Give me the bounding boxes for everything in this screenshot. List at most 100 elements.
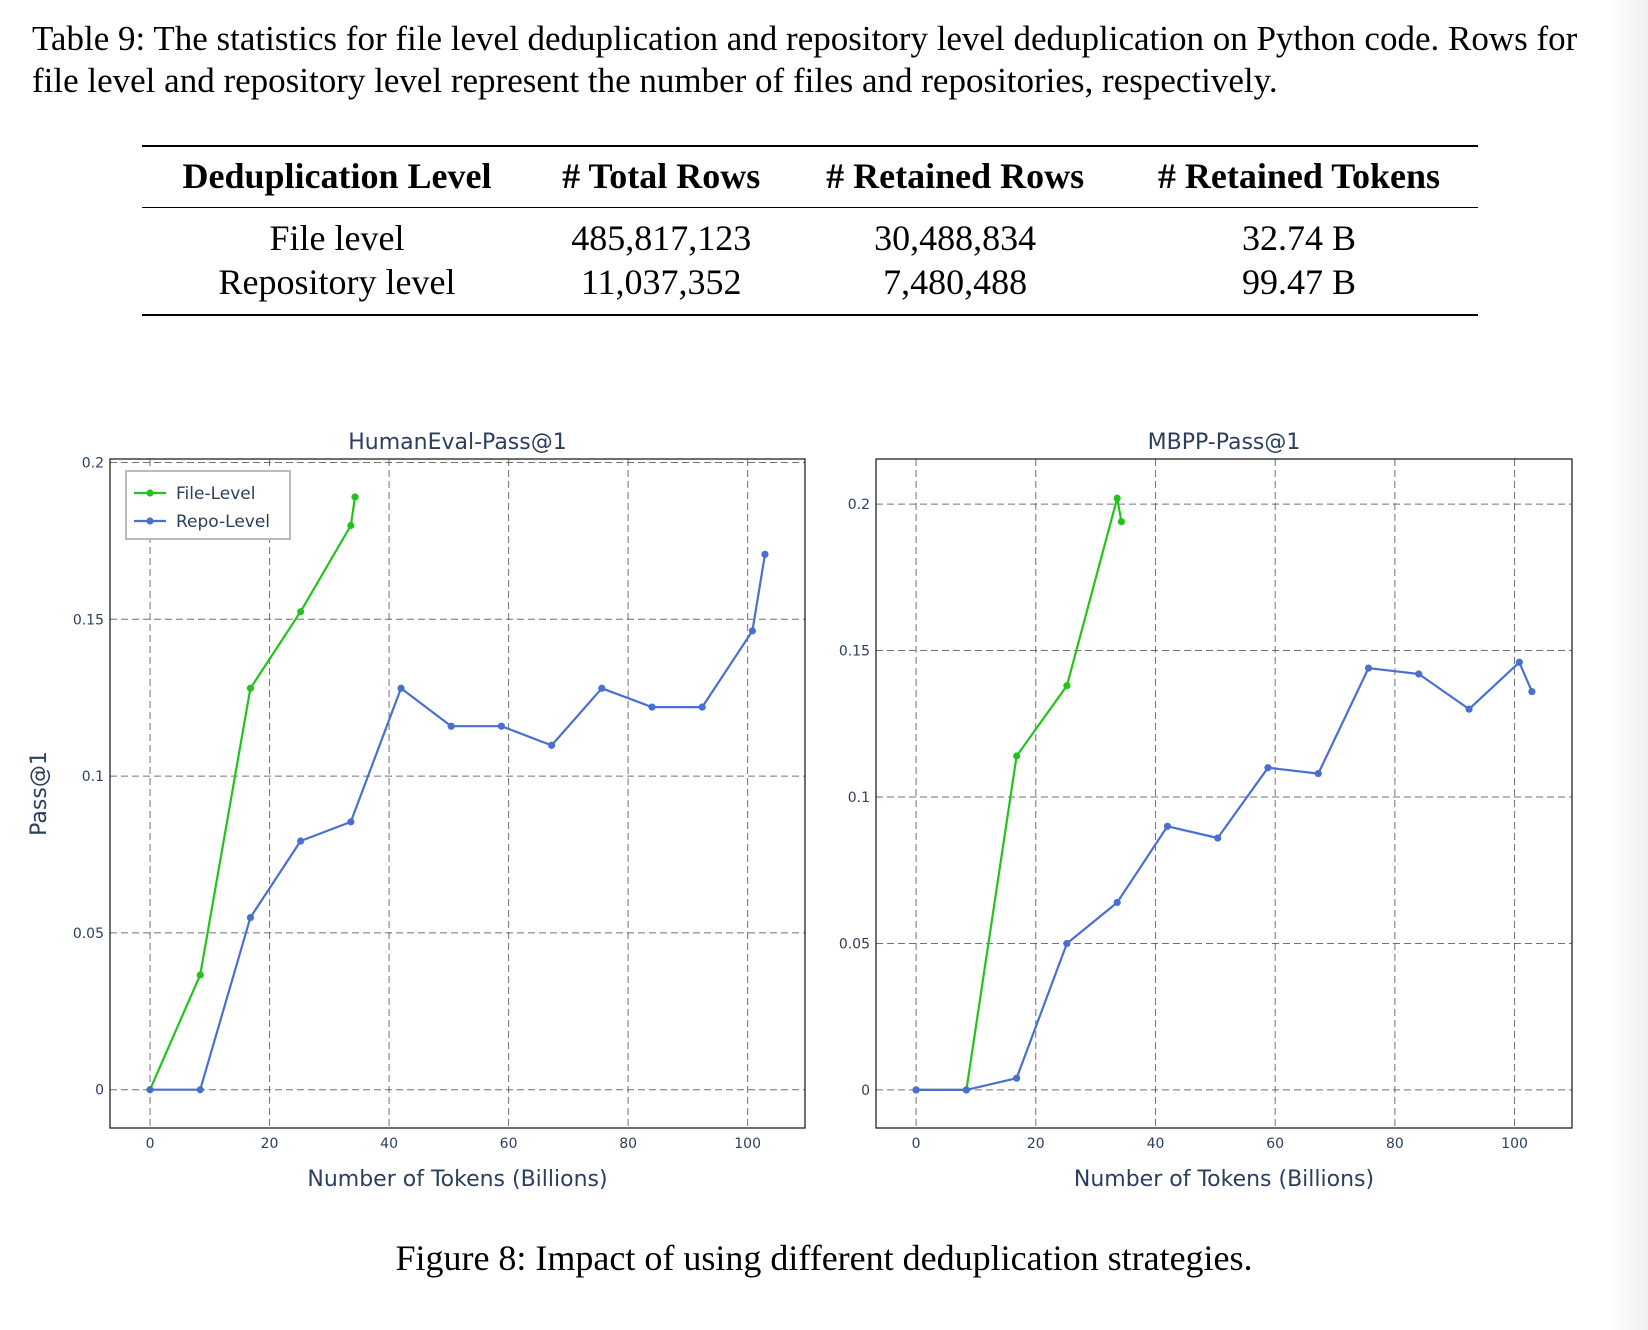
- dedup-statistics-table: Deduplication Level # Total Rows # Retai…: [142, 145, 1478, 316]
- data-point: [1264, 764, 1272, 772]
- statistics-table-container: Deduplication Level # Total Rows # Retai…: [142, 145, 1478, 316]
- header-total-rows: # Total Rows: [562, 156, 761, 196]
- data-point: [1063, 682, 1071, 690]
- x-tick-label: 60: [1266, 1136, 1284, 1152]
- series-file-level: [912, 494, 1125, 1094]
- header-retained-rows: # Retained Rows: [826, 156, 1085, 196]
- x-tick-label: 40: [1147, 1136, 1165, 1152]
- data-point: [1465, 705, 1473, 713]
- data-point: [698, 703, 706, 711]
- data-point: [146, 1086, 154, 1094]
- data-point: [447, 722, 455, 730]
- chart-title: HumanEval-Pass@1: [348, 430, 566, 455]
- y-tick-label: 0.15: [839, 644, 870, 660]
- y-tick-label: 0: [95, 1083, 104, 1099]
- data-point: [1515, 658, 1523, 666]
- series-line: [916, 661, 1533, 1092]
- x-tick-label: 80: [619, 1136, 637, 1152]
- data-point: [196, 971, 204, 979]
- series-repo-level: [146, 550, 769, 1094]
- cell-total-rows: 11,037,352: [580, 262, 742, 302]
- series-file-level: [146, 493, 359, 1094]
- chart-legend: File-Level Repo-Level: [125, 470, 291, 540]
- table-caption: Table 9: The statistics for file level d…: [32, 19, 1578, 100]
- data-point: [347, 521, 355, 530]
- x-tick-label: 60: [500, 1136, 518, 1152]
- data-point: [347, 818, 355, 826]
- data-point: [1528, 687, 1536, 696]
- data-point: [1113, 494, 1121, 502]
- x-tick-label: 40: [380, 1136, 398, 1152]
- data-point: [1063, 939, 1071, 948]
- cell-total-rows: 485,817,123: [571, 218, 752, 258]
- data-point: [598, 684, 606, 692]
- plot-frame: [109, 458, 806, 1129]
- series-line: [916, 497, 1123, 1092]
- table-row-file-level: File level 485,817,123 30,488,834 32.74 …: [142, 208, 1478, 261]
- series-repo-level: [912, 658, 1536, 1094]
- y-tick-label: 0.1: [848, 790, 870, 806]
- figure-caption: Figure 8: Impact of using different dedu…: [395, 1238, 1253, 1278]
- table-header-row: Deduplication Level # Total Rows # Retai…: [142, 146, 1478, 208]
- header-retained-tokens: # Retained Tokens: [1157, 156, 1440, 196]
- header-dedup-level: Deduplication Level: [182, 156, 492, 196]
- data-point: [1013, 1074, 1021, 1082]
- x-tick-label: 20: [261, 1136, 279, 1152]
- data-point: [1314, 769, 1322, 778]
- series-line: [148, 496, 357, 1091]
- data-point: [1163, 822, 1172, 830]
- x-tick-label: 0: [912, 1136, 921, 1152]
- data-point: [1364, 664, 1373, 672]
- data-point: [1117, 518, 1125, 526]
- legend-swatch-marker: [146, 489, 154, 497]
- data-point: [962, 1086, 970, 1094]
- legend-entry-label: Repo-Level: [176, 512, 270, 532]
- cell-level: File level: [269, 218, 405, 258]
- y-tick-label: 0.05: [839, 936, 870, 952]
- scrollbar-track[interactable]: [1608, 0, 1648, 1330]
- legend-swatch-marker: [146, 517, 154, 525]
- data-point: [196, 1086, 204, 1094]
- data-point: [548, 741, 556, 749]
- data-point: [761, 550, 769, 558]
- chart-mbpp: 0 20 40 60 80 100 0 0.05 0.1 0.15 0.2 MBPP-Pass@1 Nu…: [839, 430, 1573, 1192]
- data-point: [246, 913, 255, 922]
- cell-retained-rows: 7,480,488: [883, 262, 1028, 302]
- series-line: [150, 554, 767, 1091]
- x-tick-label: 100: [1501, 1136, 1528, 1152]
- data-point: [397, 684, 405, 692]
- legend-box: [125, 470, 291, 540]
- data-point: [497, 722, 506, 730]
- data-point: [912, 1086, 920, 1094]
- data-point: [1113, 898, 1121, 907]
- x-tick-label: 0: [146, 1136, 155, 1152]
- legend-entry-label: File-Level: [176, 484, 255, 504]
- y-tick-label: 0.1: [82, 769, 104, 785]
- data-point: [351, 493, 359, 501]
- y-tick-label: 0.15: [73, 612, 104, 628]
- data-point: [1214, 834, 1222, 842]
- cell-retained-tokens: 99.47 B: [1241, 262, 1356, 302]
- x-axis-label: Number of Tokens (Billions): [1074, 1167, 1374, 1192]
- y-axis-label: Pass@1: [27, 751, 52, 836]
- y-tick-label: 0.05: [73, 926, 104, 942]
- data-point: [748, 627, 757, 635]
- plot-frame: [875, 458, 1573, 1129]
- x-tick-label: 100: [734, 1136, 761, 1152]
- data-point: [648, 703, 656, 711]
- chart-humaneval: 0 20 40 60 80 100 0 0.05 0.1 0.15 0.2 HumanEval-Pas…: [27, 430, 806, 1192]
- table-row-repository-level: Repository level 11,037,352 7,480,488 99…: [142, 260, 1478, 315]
- x-tick-label: 20: [1027, 1136, 1045, 1152]
- cell-level: Repository level: [218, 262, 456, 302]
- y-tick-label: 0.2: [848, 497, 870, 513]
- data-point: [1013, 752, 1021, 760]
- data-point: [297, 837, 305, 845]
- x-tick-label: 80: [1386, 1136, 1404, 1152]
- cell-retained-rows: 30,488,834: [874, 218, 1037, 258]
- y-tick-label: 0: [861, 1083, 870, 1099]
- data-point: [246, 684, 255, 692]
- y-tick-label: 0.2: [82, 455, 104, 471]
- cell-retained-tokens: 32.74 B: [1241, 218, 1356, 258]
- data-point: [297, 608, 305, 616]
